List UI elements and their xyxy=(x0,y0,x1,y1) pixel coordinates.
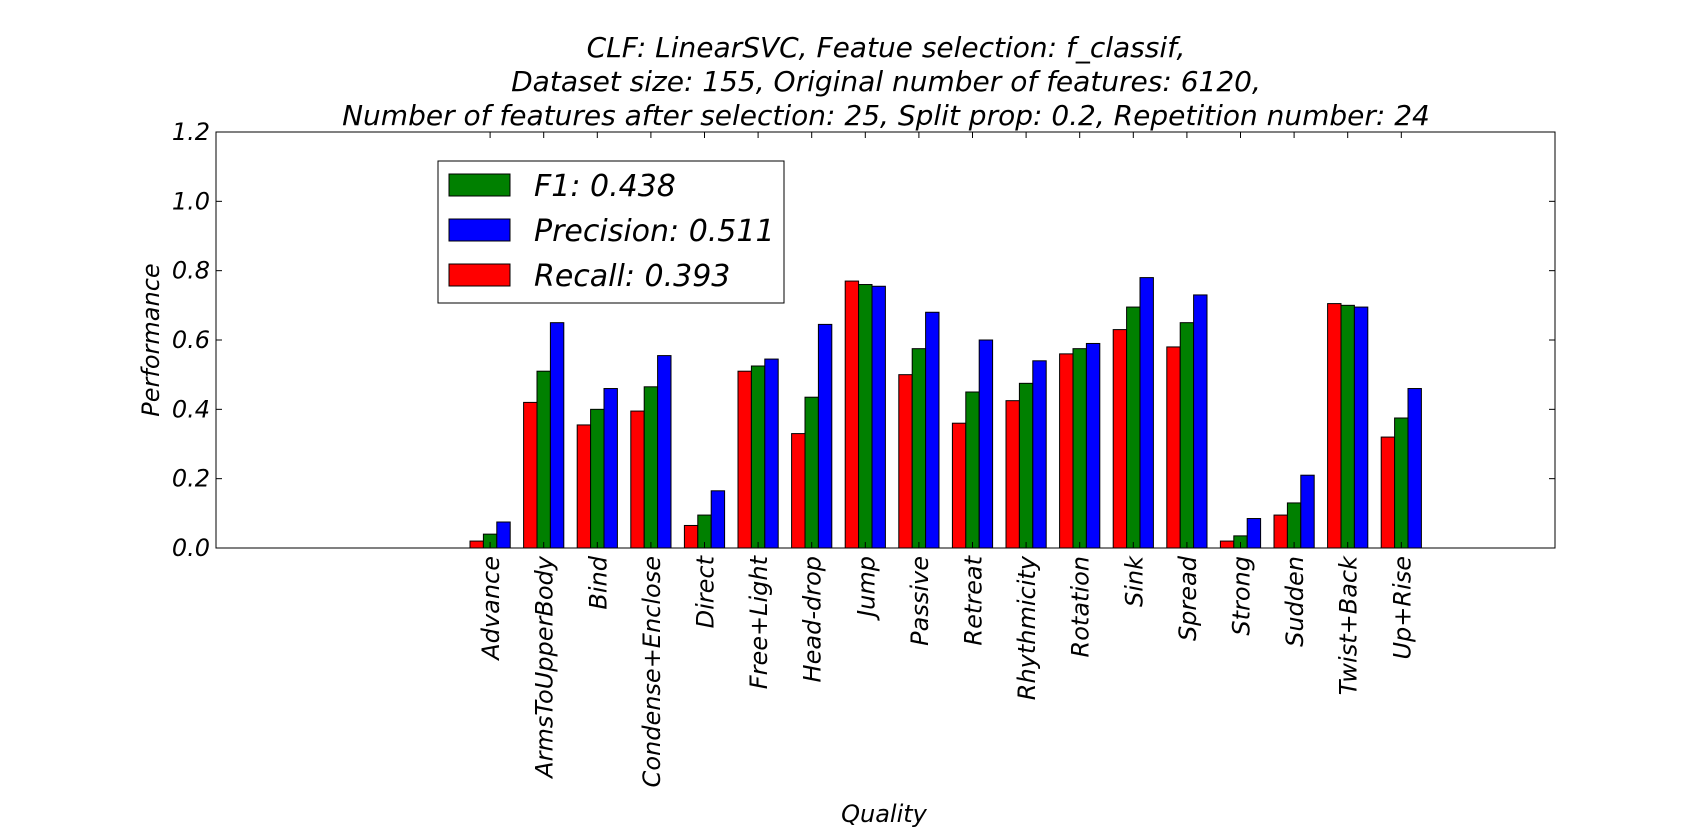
bar-recall-11 xyxy=(1059,353,1074,549)
bar-precision-15 xyxy=(1300,474,1315,549)
bar-f1-9 xyxy=(965,391,980,549)
bar-f1-13 xyxy=(1179,322,1195,549)
x-tick-label: Spread xyxy=(1174,555,1202,641)
bar-precision-10 xyxy=(1032,360,1047,549)
bar-precision-2 xyxy=(603,388,618,549)
bar-f1-8 xyxy=(911,348,927,549)
y-tick-label: 0.8 xyxy=(172,257,210,285)
bar-f1-17 xyxy=(1394,417,1409,549)
bar-f1-2 xyxy=(590,408,605,549)
bar-recall-6 xyxy=(791,433,806,549)
bar-f1-6 xyxy=(804,396,819,549)
x-tick-label: Free+Light xyxy=(745,554,773,689)
bar-precision-4 xyxy=(710,490,726,549)
x-tick-label: Up+Rise xyxy=(1388,556,1416,660)
bar-recall-7 xyxy=(844,280,860,549)
x-tick-label: Twist+Back xyxy=(1335,555,1363,695)
bar-f1-1 xyxy=(536,370,551,549)
bar-f1-7 xyxy=(858,284,873,549)
y-tick-label: 1.0 xyxy=(172,187,210,215)
bar-recall-15 xyxy=(1273,514,1288,549)
x-axis: Advance ArmsToUpperBody Bind Condense+Enclo… xyxy=(477,132,1416,787)
bar-precision-13 xyxy=(1193,294,1208,549)
chart-title-line: Dataset size: 155, Original number of fe… xyxy=(511,65,1261,98)
x-tick-label: Strong xyxy=(1228,556,1256,636)
bar-f1-16 xyxy=(1340,304,1355,549)
bars-group xyxy=(469,277,1422,549)
x-tick-label: Sink xyxy=(1120,555,1148,607)
x-tick-label: Sudden xyxy=(1281,556,1309,647)
bar-f1-11 xyxy=(1072,348,1087,549)
bar-recall-3 xyxy=(630,410,645,549)
legend: F1: 0.438 Precision: 0.511 Recall: 0.393 xyxy=(437,160,785,304)
bar-recall-17 xyxy=(1380,436,1396,549)
bar-precision-7 xyxy=(871,285,886,549)
chart-title-line: Number of features after selection: 25, … xyxy=(342,99,1430,132)
y-tick-label: 0.6 xyxy=(172,326,210,354)
bar-recall-5 xyxy=(737,370,752,549)
bar-precision-1 xyxy=(549,322,565,549)
x-tick-label: Head-drop xyxy=(799,556,827,682)
x-tick-label: Advance xyxy=(477,556,505,662)
y-axis-label: Performance xyxy=(137,263,165,416)
y-tick-label: 1.2 xyxy=(172,118,210,146)
x-tick-label: Rotation xyxy=(1067,556,1095,657)
x-tick-label: Passive xyxy=(906,556,934,646)
bar-recall-16 xyxy=(1327,303,1342,549)
x-tick-label: Direct xyxy=(692,554,720,628)
bar-f1-3 xyxy=(643,386,659,549)
bar-precision-17 xyxy=(1407,388,1422,549)
chart-title: CLF: LinearSVC, Featue selection: f_clas… xyxy=(342,31,1430,132)
bar-recall-14 xyxy=(1219,540,1235,549)
bar-recall-10 xyxy=(1005,400,1020,549)
bar-precision-16 xyxy=(1353,306,1369,549)
bar-f1-12 xyxy=(1126,306,1141,549)
y-axis: 0.0 0.2 0.4 0.6 0.8 1.0 1.2 xyxy=(172,118,1555,562)
x-tick-label: ArmsToUpperBody xyxy=(531,555,559,780)
legend-swatch-recall xyxy=(448,263,511,287)
bar-precision-6 xyxy=(817,323,833,549)
bar-f1-5 xyxy=(750,365,766,549)
y-tick-label: 0.0 xyxy=(172,534,210,562)
bar-recall-8 xyxy=(898,374,913,549)
x-tick-label: Condense+Enclose xyxy=(638,556,666,787)
bar-recall-1 xyxy=(523,401,538,549)
bar-recall-13 xyxy=(1166,346,1181,549)
bar-precision-0 xyxy=(496,521,511,549)
x-tick-label: Retreat xyxy=(960,554,988,645)
x-axis-label: Quality xyxy=(841,800,928,828)
y-tick-label: 0.4 xyxy=(172,395,210,423)
bar-precision-11 xyxy=(1085,342,1101,549)
bar-precision-14 xyxy=(1246,518,1262,549)
bar-recall-9 xyxy=(951,422,967,549)
legend-label-f1: F1: 0.438 xyxy=(534,169,676,204)
bar-recall-4 xyxy=(683,524,699,549)
legend-swatch-f1 xyxy=(448,173,511,197)
x-tick-label: Jump xyxy=(852,556,880,621)
bar-precision-3 xyxy=(657,355,672,549)
bar-f1-10 xyxy=(1018,382,1034,549)
y-tick-label: 0.2 xyxy=(172,465,210,493)
legend-swatch-precision xyxy=(448,218,511,242)
bar-f1-15 xyxy=(1286,502,1302,549)
bar-recall-2 xyxy=(576,424,592,549)
chart-title-line: CLF: LinearSVC, Featue selection: f_clas… xyxy=(587,31,1186,64)
bar-precision-8 xyxy=(925,311,940,549)
x-tick-label: Bind xyxy=(584,555,612,609)
bar-precision-5 xyxy=(764,358,779,549)
legend-label-precision: Precision: 0.511 xyxy=(534,214,775,249)
bar-recall-12 xyxy=(1112,329,1128,549)
x-tick-label: Rhythmicity xyxy=(1013,555,1041,700)
bar-recall-0 xyxy=(469,540,484,549)
legend-label-recall: Recall: 0.393 xyxy=(534,259,730,294)
bar-precision-12 xyxy=(1139,277,1154,549)
bar-precision-9 xyxy=(978,339,994,549)
